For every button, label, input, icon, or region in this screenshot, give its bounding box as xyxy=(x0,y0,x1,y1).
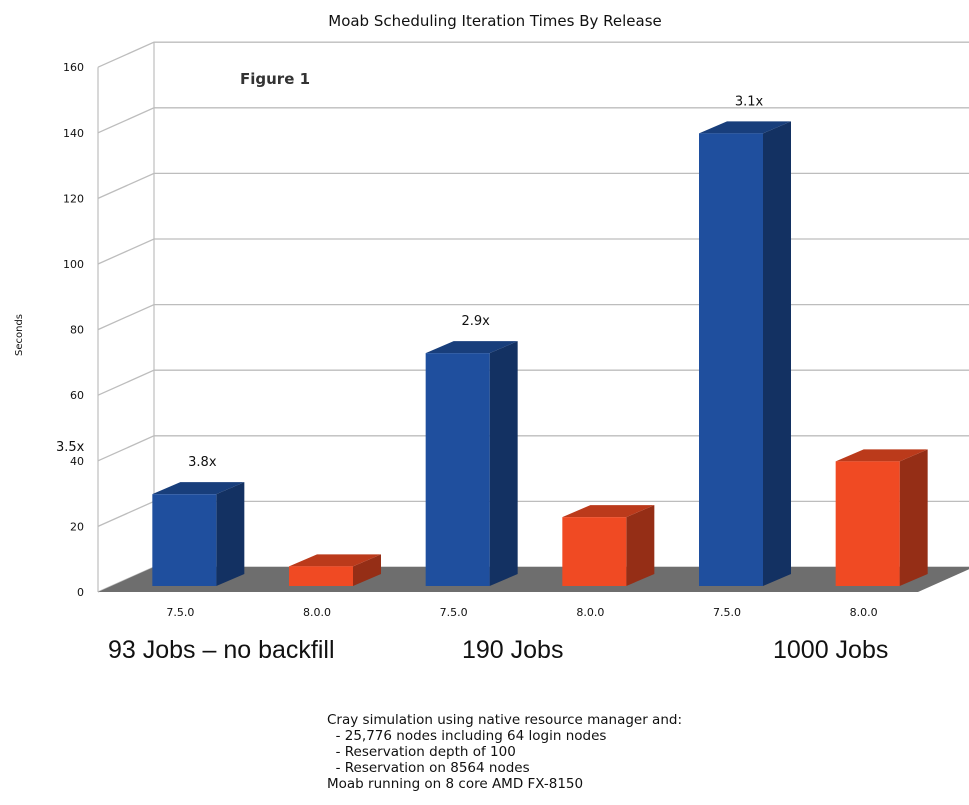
y-tick-label: 40 xyxy=(70,455,84,468)
y-axis-label: Seconds xyxy=(14,314,25,356)
bars-layer xyxy=(152,121,928,587)
gridline xyxy=(97,303,969,331)
bar-top xyxy=(835,449,928,462)
bar xyxy=(289,554,381,586)
bar-top xyxy=(699,121,791,134)
bar-front xyxy=(425,353,490,586)
axis-annotation: 3.5x xyxy=(56,440,85,455)
bar-side xyxy=(763,121,791,587)
bar-top xyxy=(152,482,245,495)
speedup-label: 3.8x xyxy=(188,455,217,470)
x-tick-label: 7.5.0 xyxy=(440,606,468,619)
bar xyxy=(562,505,655,586)
figure-label: Figure 1 xyxy=(240,70,310,88)
gridline xyxy=(97,238,969,265)
group-label-190-jobs: 190 Jobs xyxy=(462,636,564,664)
bar xyxy=(835,449,928,586)
bar-front xyxy=(562,517,627,586)
bar-front xyxy=(152,494,217,586)
chart-title: Moab Scheduling Iteration Times By Relea… xyxy=(328,12,662,30)
y-tick-label: 120 xyxy=(63,192,84,205)
gridline xyxy=(97,41,969,68)
bar-side xyxy=(899,449,928,586)
gridline xyxy=(97,369,969,396)
labels-layer: 0 20 40 60 80 100 120 140 160 7.5.0 8.0.0 7.5.0 8.0.… xyxy=(63,61,878,619)
group-label-93-jobs: 93 Jobs – no backfill xyxy=(108,636,335,664)
speedup-label: 2.9x xyxy=(461,314,490,329)
bar-side xyxy=(626,505,655,586)
y-tick-label: 80 xyxy=(70,324,84,337)
gridline xyxy=(97,107,969,134)
x-tick-label: 8.0.0 xyxy=(850,606,878,619)
bar-side xyxy=(216,482,245,586)
footnote-line: - Reservation depth of 100 xyxy=(327,744,516,760)
y-tick-label: 20 xyxy=(70,520,84,533)
footnote-line: - 25,776 nodes including 64 login nodes xyxy=(327,728,607,744)
x-tick-label: 7.5.0 xyxy=(713,606,741,619)
x-tick-label: 8.0.0 xyxy=(576,606,604,619)
x-tick-label: 8.0.0 xyxy=(303,606,331,619)
group-label-1000-jobs: 1000 Jobs xyxy=(773,636,889,664)
footnote: Cray simulation using native resource ma… xyxy=(327,712,682,792)
gridline xyxy=(97,435,969,462)
footnote-line: Moab running on 8 core AMD FX-8150 xyxy=(327,776,584,792)
y-tick-label: 60 xyxy=(70,389,84,402)
footnote-line: - Reservation on 8564 nodes xyxy=(327,760,530,776)
y-tick-label: 0 xyxy=(77,586,84,599)
bar-side xyxy=(353,554,381,586)
y-tick-label: 140 xyxy=(63,127,84,140)
bar-side xyxy=(489,341,518,586)
x-tick-label: 7.5.0 xyxy=(166,606,194,619)
gridline xyxy=(97,172,969,199)
bar-top xyxy=(289,554,381,567)
y-tick-label: 100 xyxy=(63,258,84,271)
bar-front xyxy=(699,133,763,587)
bar-front xyxy=(835,461,900,586)
bar xyxy=(152,482,245,586)
bar xyxy=(699,121,791,587)
bar-top xyxy=(425,341,518,354)
bar-top xyxy=(562,505,655,518)
bar xyxy=(425,341,518,586)
y-tick-label: 160 xyxy=(63,61,84,74)
speedup-label: 3.1x xyxy=(735,94,764,109)
bar-front xyxy=(289,566,353,586)
footnote-line: Cray simulation using native resource ma… xyxy=(327,712,683,728)
